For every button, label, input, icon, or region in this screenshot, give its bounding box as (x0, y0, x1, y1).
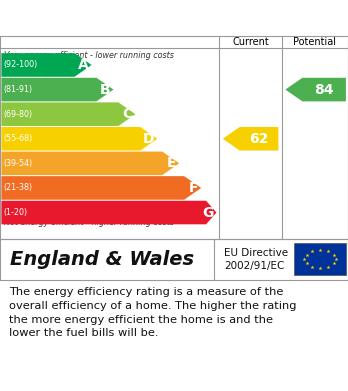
Text: Potential: Potential (293, 37, 337, 47)
Text: C: C (122, 107, 133, 121)
Polygon shape (1, 152, 179, 175)
Text: (92-100): (92-100) (3, 61, 38, 70)
Text: (55-68): (55-68) (3, 134, 33, 143)
Text: (21-38): (21-38) (3, 183, 33, 192)
Text: F: F (189, 181, 198, 195)
Polygon shape (285, 78, 346, 101)
Polygon shape (1, 102, 135, 126)
Text: The energy efficiency rating is a measure of the
overall efficiency of a home. T: The energy efficiency rating is a measur… (9, 287, 296, 338)
Text: Not energy efficient - higher running costs: Not energy efficient - higher running co… (4, 218, 174, 228)
Polygon shape (1, 176, 201, 200)
Text: E: E (167, 156, 176, 170)
Text: D: D (143, 132, 155, 146)
Polygon shape (1, 78, 113, 101)
Polygon shape (223, 127, 278, 151)
Polygon shape (1, 53, 92, 77)
Text: Energy Efficiency Rating: Energy Efficiency Rating (9, 9, 238, 27)
Text: EU Directive: EU Directive (224, 248, 288, 258)
Text: (81-91): (81-91) (3, 85, 33, 94)
Text: B: B (100, 83, 111, 97)
Text: Very energy efficient - lower running costs: Very energy efficient - lower running co… (4, 51, 174, 60)
Polygon shape (1, 127, 157, 151)
Text: 84: 84 (314, 83, 334, 97)
Text: A: A (78, 58, 89, 72)
Text: (69-80): (69-80) (3, 109, 33, 118)
Polygon shape (1, 201, 216, 224)
Text: England & Wales: England & Wales (10, 249, 195, 269)
Text: 2002/91/EC: 2002/91/EC (224, 262, 285, 271)
Bar (294, 244, 346, 274)
Text: (39-54): (39-54) (3, 159, 33, 168)
Text: Current: Current (232, 37, 269, 47)
Text: G: G (202, 206, 214, 219)
Text: 62: 62 (250, 132, 269, 146)
Text: (1-20): (1-20) (3, 208, 27, 217)
